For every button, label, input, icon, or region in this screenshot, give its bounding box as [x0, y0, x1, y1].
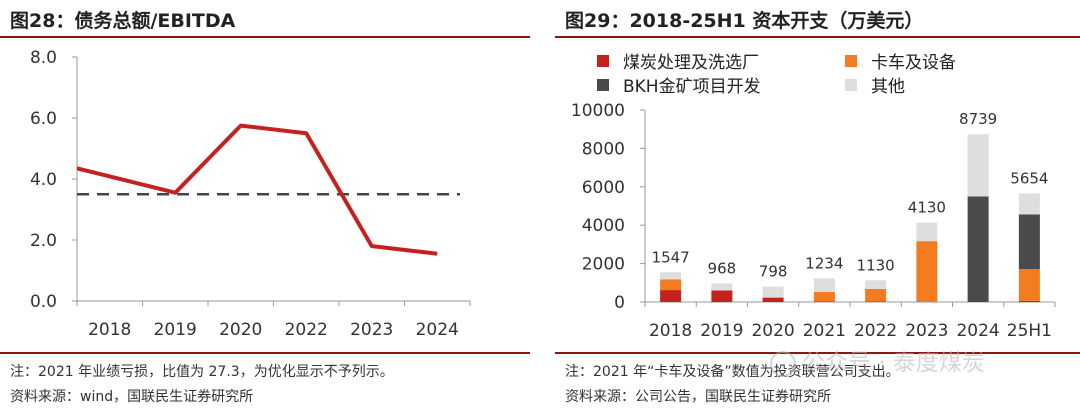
left-y-tick-label: 0.0 [30, 292, 57, 312]
legend-item: 卡车及设备 [845, 48, 956, 73]
left-x-tick-label: 2020 [219, 320, 262, 340]
left-y-tick-label: 4.0 [30, 170, 57, 190]
left-x-tick-label: 2023 [350, 320, 393, 340]
legend-label: 卡车及设备 [871, 53, 956, 73]
left-title-rule [0, 36, 530, 38]
bar-segment [1018, 193, 1040, 215]
bar-segment [916, 222, 938, 242]
right-x-tick-label: 2020 [751, 321, 794, 341]
right-x-tick-label: 25H1 [1007, 321, 1052, 341]
bar-segment [762, 297, 784, 302]
legend-swatch [597, 78, 609, 91]
right-source: 资料来源：公司公告，国联民生证券研究所 [565, 389, 831, 405]
bar-segment [762, 286, 784, 298]
right-legend: 煤炭处理及洗选厂 卡车及设备 BKH金矿项目开发 其他 [555, 44, 1080, 104]
bar-segment [813, 301, 835, 302]
bar-total-label: 4130 [908, 199, 946, 217]
left-note: 注：2021 年业绩亏损，比值为 27.3，为优化显示不予列示。 [10, 364, 394, 380]
bar-segment [711, 283, 733, 291]
bar-segment [865, 280, 887, 289]
legend-item: BKH金矿项目开发 [597, 72, 761, 97]
left-chart-title: 图28：债务总额/EBITDA [10, 10, 236, 32]
left-panel: 图28：债务总额/EBITDA 0.0 2.0 4.0 6.0 8.0 2018 2019 2… [0, 0, 530, 411]
bar-segment [1018, 214, 1040, 270]
right-chart-title: 图29：2018-25H1 资本开支（万美元） [565, 10, 924, 32]
left-y-tick-label: 6.0 [30, 109, 57, 129]
legend-label: 煤炭处理及洗选厂 [623, 53, 759, 73]
bar-segment [660, 272, 682, 280]
bar-segment [865, 301, 887, 302]
right-note: 注：2021 年“卡车及设备”数值为投资联营公司支出。 [565, 364, 900, 380]
legend-item: 煤炭处理及洗选厂 [597, 48, 759, 73]
bar-segment [813, 291, 835, 302]
bar-total-label: 5654 [1010, 169, 1048, 187]
bar-segment [813, 278, 835, 292]
left-footer-rule [0, 352, 530, 354]
left-line-chart: 0.0 2.0 4.0 6.0 8.0 2018 2019 2020 2022 2023 2024 [30, 48, 471, 340]
right-y-tick-label: 4000 [582, 216, 625, 236]
left-y-tick-label: 8.0 [30, 48, 57, 68]
legend-item: 其他 [845, 72, 905, 97]
left-series-line [76, 123, 438, 256]
bar-total-label: 798 [759, 263, 788, 281]
right-y-tick-label: 10000 [571, 101, 625, 121]
right-y-tick-label: 8000 [582, 139, 625, 159]
right-x-tick-label: 2024 [956, 321, 999, 341]
left-x-tick-label: 2024 [416, 320, 459, 340]
bar-segment [1018, 300, 1040, 302]
right-y-tick-label: 2000 [582, 255, 625, 275]
legend-swatch [845, 54, 857, 67]
bar-total-label: 1130 [857, 256, 895, 274]
left-x-tick-label: 2018 [88, 320, 131, 340]
bar-total-label: 968 [708, 259, 737, 277]
bar-total-label: 1547 [652, 248, 690, 266]
bar-segment [967, 134, 989, 197]
right-y-tick-label: 6000 [582, 178, 625, 198]
right-x-tick-label: 2022 [854, 321, 897, 341]
right-x-tick-label: 2018 [649, 321, 692, 341]
right-x-tick-label: 2021 [803, 321, 846, 341]
bar-segment [711, 290, 733, 302]
right-x-tick-label: 2023 [905, 321, 948, 341]
right-bar-chart: 0 2000 4000 6000 8000 10000 2018 2019 2020 2021 20… [571, 101, 1056, 341]
right-x-tick-label: 2019 [700, 321, 743, 341]
bar-total-label: 8739 [959, 110, 997, 128]
right-title-rule [555, 36, 1080, 38]
left-x-tick-label: 2019 [154, 320, 197, 340]
left-y-tick-label: 2.0 [30, 231, 57, 251]
bar-total-label: 1234 [805, 254, 843, 272]
legend-swatch [845, 78, 857, 91]
bar-segment [865, 288, 887, 302]
legend-label: 其他 [871, 77, 905, 97]
bar-segment [967, 196, 989, 302]
bar-segment [1018, 269, 1040, 301]
right-panel: 图29：2018-25H1 资本开支（万美元） 煤炭处理及洗选厂 卡车及设备 BKH… [555, 0, 1080, 411]
left-source: 资料来源：wind，国联民生证券研究所 [10, 389, 254, 405]
bar-segment [660, 279, 682, 291]
legend-label: BKH金矿项目开发 [623, 77, 761, 97]
legend-swatch [597, 54, 609, 67]
bar-segment [660, 290, 682, 302]
bar-segment [916, 241, 938, 302]
right-y-tick-label: 0 [614, 293, 625, 313]
right-footer-rule [555, 352, 1080, 354]
left-x-tick-label: 2022 [285, 320, 328, 340]
